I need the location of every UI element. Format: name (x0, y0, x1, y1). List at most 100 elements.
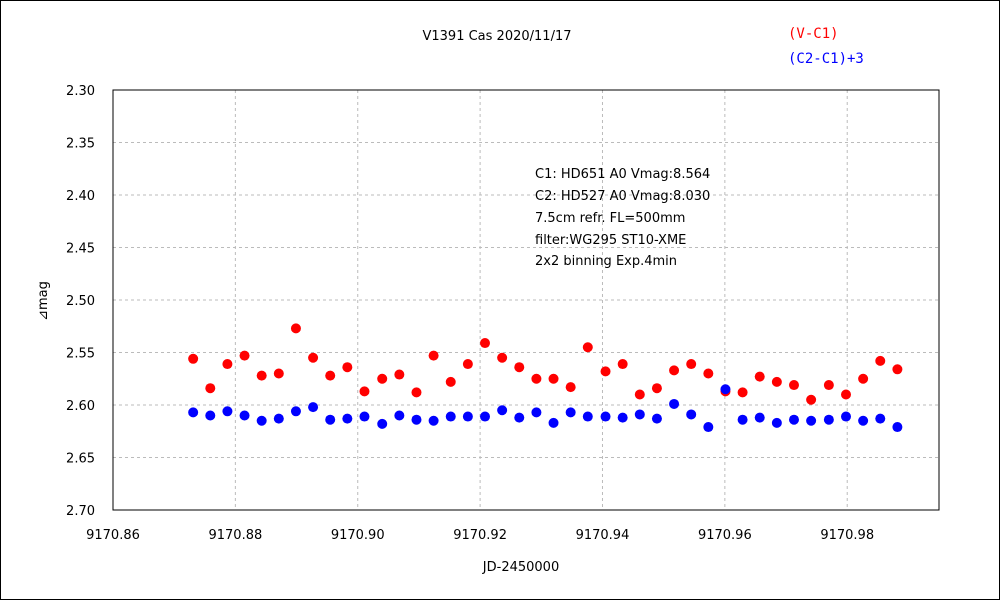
data-point (205, 410, 216, 421)
x-tick-label: 9170.94 (576, 528, 630, 543)
data-point (308, 352, 319, 363)
x-tick-label: 9170.90 (331, 528, 385, 543)
data-point (377, 373, 388, 384)
y-tick-label: 2.40 (66, 189, 95, 204)
data-point (273, 368, 284, 379)
data-point (858, 415, 869, 426)
y-tick-label: 2.55 (66, 347, 95, 362)
data-point (411, 387, 422, 398)
data-point (497, 352, 508, 363)
annotation-c2: C2: HD527 A0 Vmag:8.030 (535, 189, 710, 204)
data-point (428, 415, 439, 426)
annotation-binning: 2x2 binning Exp.4min (535, 254, 677, 269)
data-point (342, 362, 353, 373)
data-point (703, 368, 714, 379)
y-tick-label: 2.65 (66, 452, 95, 467)
series-1 (188, 384, 903, 433)
data-point (686, 359, 697, 370)
y-tick-label: 2.70 (66, 504, 95, 519)
data-point (325, 370, 336, 381)
data-point (600, 366, 611, 377)
chart-title: V1391 Cas 2020/11/17 (423, 29, 572, 44)
y-axis-label: ⊿mag (36, 281, 51, 321)
legend-series-c2-c1: (C2-C1)+3 (788, 51, 864, 67)
data-point (480, 411, 491, 422)
y-tick-label: 2.35 (66, 137, 95, 152)
data-point (617, 412, 628, 423)
data-point (754, 371, 765, 382)
data-point (188, 407, 199, 418)
data-point (823, 380, 834, 391)
data-point (686, 409, 697, 420)
data-point (205, 383, 216, 394)
x-axis-label: JD-2450000 (482, 560, 559, 575)
data-point (720, 384, 731, 395)
grid (113, 90, 939, 510)
data-point (359, 411, 370, 422)
data-point (256, 415, 267, 426)
data-point (806, 415, 817, 426)
data-point (222, 406, 233, 417)
data-point (737, 387, 748, 398)
x-tick-label: 9170.98 (820, 528, 874, 543)
data-point (788, 380, 799, 391)
data-point (462, 411, 473, 422)
data-point (565, 407, 576, 418)
data-point (737, 414, 748, 425)
data-point (290, 406, 301, 417)
legend-series-v-c1: (V-C1) (788, 26, 839, 42)
data-point (514, 362, 525, 373)
annotation-filter: filter:WG295 ST10-XME (535, 233, 686, 248)
data-point (290, 323, 301, 334)
plot-area (113, 90, 939, 510)
data-point (308, 402, 319, 413)
data-point (582, 342, 593, 353)
data-point (256, 370, 267, 381)
data-point (788, 414, 799, 425)
data-point (858, 373, 869, 384)
y-axis-ticks: 2.30 2.35 2.40 2.45 2.50 2.55 2.60 2.65 2.70 (66, 84, 95, 519)
x-tick-label: 9170.92 (453, 528, 507, 543)
data-point (600, 411, 611, 422)
data-point (222, 359, 233, 370)
data-point (875, 355, 886, 366)
annotation-telescope: 7.5cm refr. FL=500mm (535, 211, 685, 226)
data-point (428, 350, 439, 361)
data-point (669, 365, 680, 376)
data-point (892, 422, 903, 433)
data-point (651, 413, 662, 424)
data-point (394, 369, 405, 380)
data-point (703, 422, 714, 433)
data-point (771, 417, 782, 428)
data-point (325, 414, 336, 425)
y-tick-label: 2.30 (66, 84, 95, 99)
x-tick-label: 9170.86 (86, 528, 140, 543)
data-point (480, 338, 491, 349)
data-point (617, 359, 628, 370)
data-point (394, 410, 405, 421)
data-point (651, 383, 662, 394)
data-point (669, 398, 680, 409)
data-point (771, 376, 782, 387)
data-point (239, 410, 250, 421)
data-point (840, 411, 851, 422)
data-point (188, 353, 199, 364)
data-point (445, 376, 456, 387)
y-tick-label: 2.45 (66, 242, 95, 257)
data-point (514, 412, 525, 423)
data-point (342, 413, 353, 424)
data-point (531, 407, 542, 418)
data-point (565, 382, 576, 393)
data-point (582, 411, 593, 422)
y-tick-label: 2.60 (66, 399, 95, 414)
data-point (892, 364, 903, 375)
data-point (377, 418, 388, 429)
x-axis-ticks: 9170.86 9170.88 9170.90 9170.92 9170.94 9170.… (86, 528, 874, 543)
data-point (462, 359, 473, 370)
x-tick-label: 9170.96 (698, 528, 752, 543)
y-tick-label: 2.50 (66, 294, 95, 309)
x-tick-label: 9170.88 (208, 528, 262, 543)
data-point (531, 373, 542, 384)
data-point (548, 373, 559, 384)
